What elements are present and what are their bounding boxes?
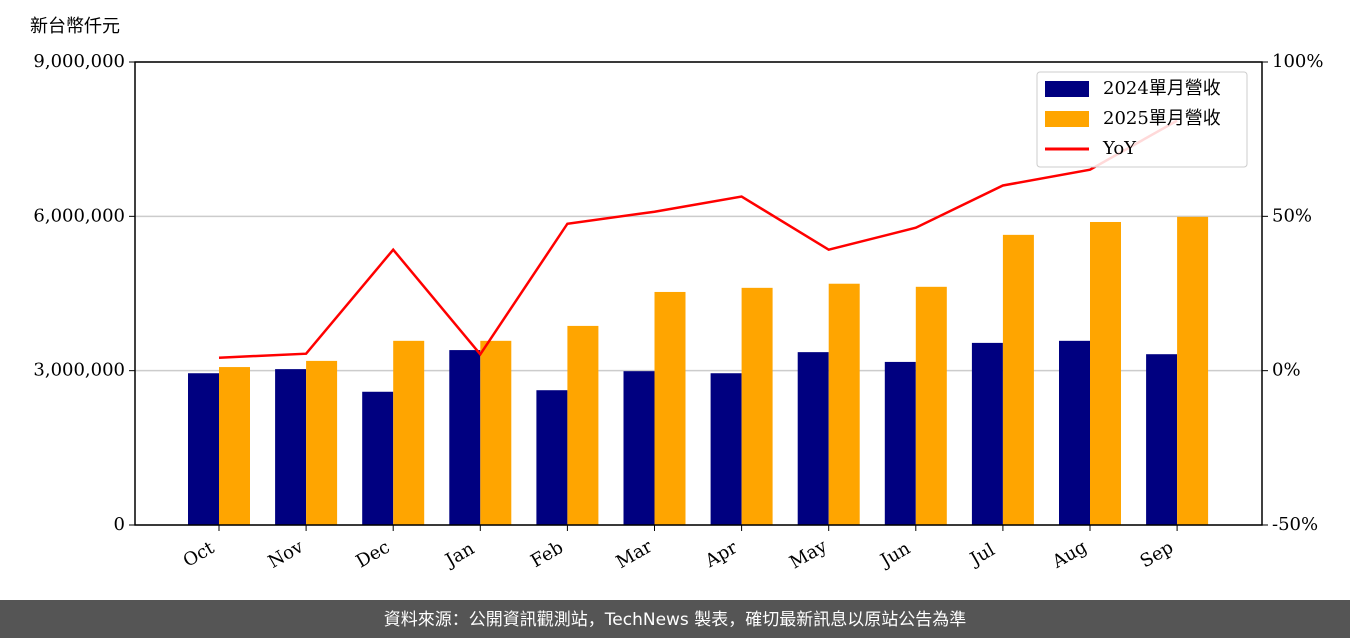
- bar: [741, 287, 773, 525]
- y2-tick-label: 100%: [1272, 51, 1323, 72]
- x-tick-label: Feb: [527, 537, 567, 572]
- y-tick-label: 0: [114, 514, 125, 535]
- x-tick-label: Apr: [701, 537, 741, 572]
- y-tick-label: 9,000,000: [33, 51, 125, 72]
- legend-label: 2024單月營收: [1103, 78, 1221, 99]
- bar: [219, 367, 250, 525]
- x-tick-label: Dec: [352, 537, 393, 573]
- bar: [884, 361, 916, 525]
- bar: [971, 342, 1003, 525]
- footer-bar: [0, 600, 1350, 638]
- plot-frame: [134, 61, 1263, 526]
- x-tick-label: Jan: [440, 538, 478, 572]
- bar: [623, 371, 655, 525]
- bar: [449, 350, 481, 525]
- x-tick-label: Aug: [1048, 536, 1091, 573]
- bar: [654, 291, 686, 525]
- x-tick-label: Jul: [965, 539, 999, 571]
- bar: [393, 340, 425, 525]
- bar: [915, 286, 947, 525]
- footer-text: 資料來源：公開資訊觀測站，TechNews 製表，確切最新訊息以原站公告為準: [384, 610, 966, 630]
- bar: [536, 390, 568, 525]
- x-tick-label: May: [786, 535, 831, 573]
- bar: [797, 352, 829, 525]
- bar: [188, 373, 219, 525]
- line: [218, 119, 1178, 359]
- x-tick-label: Oct: [180, 537, 219, 572]
- legend-swatch: [1045, 111, 1089, 127]
- bar: [710, 373, 742, 525]
- legend-swatch: [1045, 81, 1089, 97]
- y-tick-label: 6,000,000: [33, 205, 125, 226]
- legend-box: [1036, 71, 1248, 168]
- y-tick-label: 3,000,000: [33, 360, 125, 381]
- bar: [1002, 234, 1034, 525]
- bar: [480, 340, 512, 525]
- bar: [1177, 216, 1209, 525]
- x-tick-label: Mar: [613, 536, 657, 573]
- bar: [828, 283, 860, 525]
- bar: [1090, 221, 1121, 525]
- y2-tick-label: 50%: [1272, 205, 1312, 226]
- bar: [275, 369, 307, 525]
- bar: [362, 391, 394, 525]
- x-tick-label: Nov: [265, 536, 308, 573]
- bar: [567, 325, 599, 525]
- y-axis-label: 新台幣仟元: [30, 16, 120, 37]
- x-tick-label: Sep: [1137, 537, 1177, 572]
- legend-label: 2025單月營收: [1103, 108, 1221, 129]
- y2-tick-label: -50%: [1272, 514, 1318, 535]
- legend-label: YoY: [1102, 138, 1137, 159]
- x-tick-label: Jun: [875, 538, 914, 573]
- bar: [1146, 354, 1178, 525]
- y2-tick-label: 0%: [1272, 360, 1301, 381]
- bar: [306, 360, 338, 525]
- bar: [1059, 340, 1090, 525]
